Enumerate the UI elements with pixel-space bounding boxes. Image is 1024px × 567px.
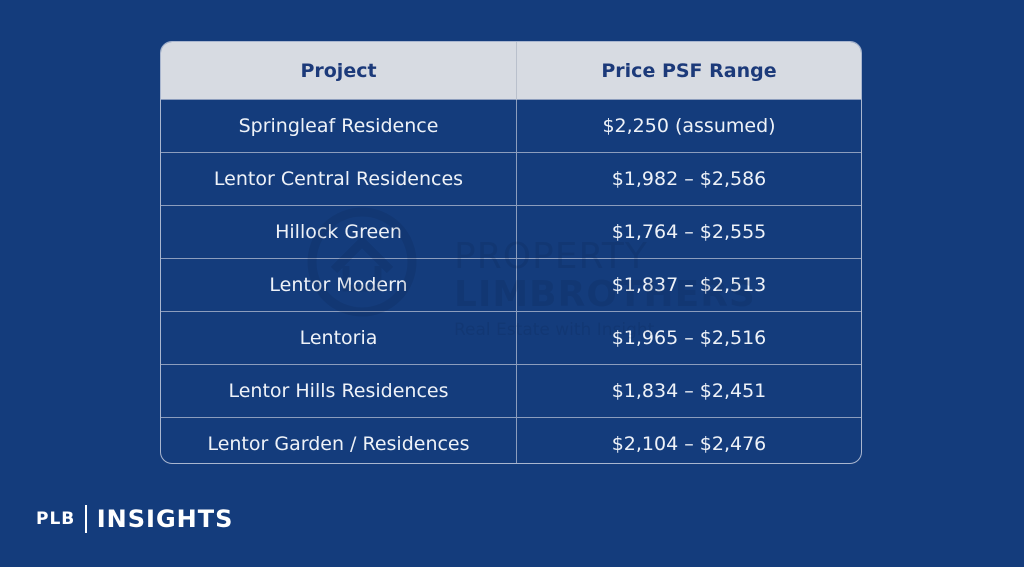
brand-divider (85, 505, 87, 533)
price-range: $2,250 (assumed) (516, 99, 861, 153)
project-name: Lentor Garden / Residences (161, 417, 517, 463)
table-row: Lentor Modern $1,837 – $2,513 (161, 258, 861, 312)
price-range: $1,764 – $2,555 (516, 205, 861, 259)
price-psf-table: Project Price PSF Range Springleaf Resid… (161, 42, 861, 463)
table-row: Lentor Garden / Residences $2,104 – $2,4… (161, 417, 861, 463)
project-name: Lentor Hills Residences (161, 364, 517, 418)
table-row: Hillock Green $1,764 – $2,555 (161, 205, 861, 259)
price-range: $1,982 – $2,586 (516, 152, 861, 206)
table-row: Lentor Hills Residences $1,834 – $2,451 (161, 364, 861, 418)
project-name: Hillock Green (161, 205, 517, 259)
price-range: $1,965 – $2,516 (516, 311, 861, 365)
plb-insights-logo: PLB INSIGHTS (36, 505, 233, 533)
table-header-row: Project Price PSF Range (161, 42, 861, 100)
price-range: $1,834 – $2,451 (516, 364, 861, 418)
table-row: Lentoria $1,965 – $2,516 (161, 311, 861, 365)
brand-plb: PLB (36, 509, 76, 529)
price-range: $1,837 – $2,513 (516, 258, 861, 312)
table-row: Springleaf Residence $2,250 (assumed) (161, 99, 861, 153)
project-name: Springleaf Residence (161, 99, 517, 153)
project-name: Lentor Modern (161, 258, 517, 312)
price-table-container: Project Price PSF Range Springleaf Resid… (160, 41, 862, 464)
brand-insights: INSIGHTS (96, 505, 234, 533)
header-price-psf-range: Price PSF Range (516, 42, 861, 100)
price-range: $2,104 – $2,476 (516, 417, 861, 463)
table-row: Lentor Central Residences $1,982 – $2,58… (161, 152, 861, 206)
project-name: Lentor Central Residences (161, 152, 517, 206)
header-project: Project (161, 42, 517, 100)
project-name: Lentoria (161, 311, 517, 365)
